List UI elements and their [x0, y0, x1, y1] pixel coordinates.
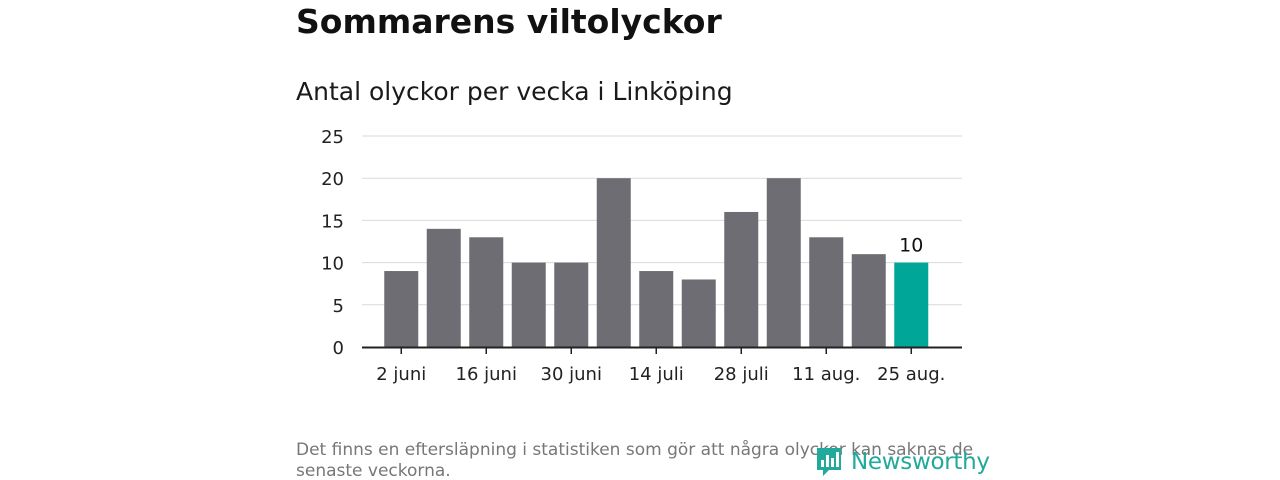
bar-highlighted	[894, 262, 929, 347]
x-tick-label: 30 juni	[541, 364, 602, 385]
x-tick-label: 14 juli	[629, 364, 684, 385]
bar	[851, 254, 886, 347]
y-tick-label: 10	[321, 254, 344, 275]
y-tick-label: 0	[333, 338, 344, 359]
x-tick-label: 25 aug.	[877, 364, 945, 385]
bar	[511, 262, 546, 347]
newsworthy-logo: Newsworthy	[815, 444, 990, 480]
y-tick-label: 25	[321, 127, 344, 148]
x-tick-label: 11 aug.	[792, 364, 860, 385]
newsworthy-logo-icon	[817, 448, 841, 476]
y-tick-label: 15	[321, 211, 344, 232]
bar	[766, 178, 801, 347]
x-tick-label: 2 juni	[376, 364, 426, 385]
bar	[384, 271, 419, 347]
bar	[596, 178, 631, 347]
y-tick-label: 5	[333, 296, 344, 317]
page-title: Sommarens viltolyckor	[296, 2, 722, 41]
bar	[554, 262, 589, 347]
bar	[639, 271, 674, 347]
chart-subtitle: Antal olyckor per vecka i Linköping	[296, 77, 733, 106]
x-tick-label: 28 juli	[714, 364, 769, 385]
bar	[681, 279, 716, 347]
x-tick-label: 16 juni	[456, 364, 517, 385]
footnote: Det finns en eftersläpning i statistiken…	[296, 440, 974, 480]
bar	[426, 228, 461, 347]
bar	[724, 211, 759, 347]
bar	[469, 237, 504, 347]
logo-text: Newsworthy	[851, 449, 990, 475]
bar	[809, 237, 844, 347]
data-label: 10	[899, 235, 923, 257]
y-tick-label: 20	[321, 169, 344, 190]
